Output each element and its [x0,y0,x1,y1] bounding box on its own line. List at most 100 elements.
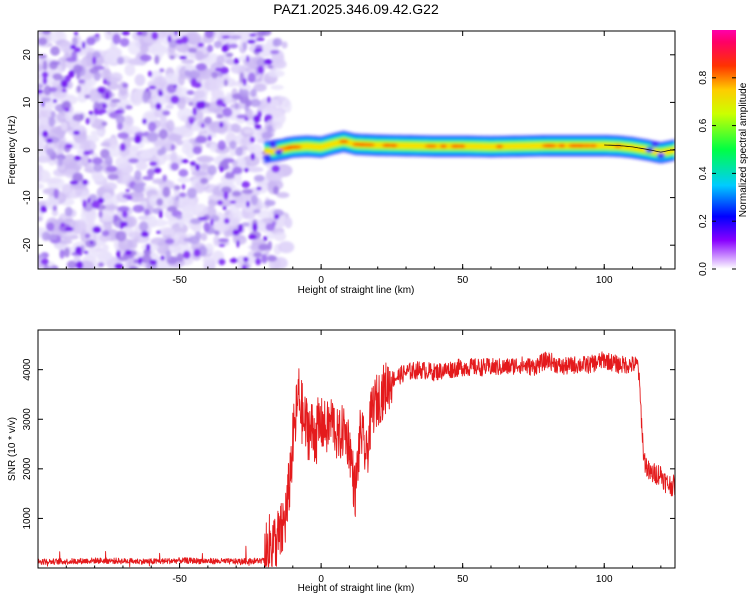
spectrogram-noise-cell [165,249,172,261]
spectrogram-noise-cell [42,31,52,35]
colorbar-gradient [712,30,736,269]
snr-series-line [38,351,675,568]
spectrogram-noise-cell [43,85,52,96]
spectrogram-xtick-label: -50 [172,275,187,286]
snr-xlabel: Height of straight line (km) [298,583,415,594]
spectrogram-noise-cell [253,174,265,182]
spectrogram-noise-cell [225,91,232,105]
spectrogram-noise-cell [180,128,194,138]
spectrogram-noise-cell [224,174,235,180]
spectrogram-noise-cell [125,116,133,126]
spectrogram-noise-cell [156,240,169,255]
spectrogram-noise-cell [273,231,287,242]
spectrogram-noise-cell [186,90,195,96]
spectrogram-noise-cell [214,212,225,225]
spectrogram-noise-peak [253,115,261,123]
spectrogram-noise-cell [38,141,46,153]
spectrogram-noise-cell [181,204,196,219]
spectrogram-edge-blob [263,154,272,161]
spectrogram-noise-cell [156,198,164,206]
spectrogram-noise-peak [41,101,45,108]
spectrogram-noise-cell [178,192,187,198]
spectrogram-noise-peak [46,138,53,144]
spectrogram-noise-cell [235,172,242,187]
spectrogram-noise-cell [198,245,208,257]
spectrogram-noise-cell [207,165,217,176]
spectrogram-noise-peak [156,230,161,234]
spectrogram-noise-cell [81,152,90,168]
spectrogram-noise-peak [89,240,94,245]
spectrogram-noise-cell [216,113,224,119]
spectrogram-panel: -50 0 50 100 -20 -10 0 10 20 Height of straight … [7,30,676,296]
spectrogram-noise-cell [139,182,147,187]
spectrogram-noise-cell [64,206,73,217]
spectrogram-noise-cell [97,262,105,268]
spectrogram-noise-peak [142,118,147,125]
spectrogram-noise-cell [93,72,101,81]
spectrogram-noise-cell [86,212,95,224]
spectrogram-noise-cell [84,94,91,99]
spectrogram-noise-cell [249,219,266,232]
spectrogram-noise-cell [270,84,284,90]
spectrogram-noise-cell [133,88,144,103]
spectrogram-noise-cell [112,33,121,45]
spectrogram-noise-cell [194,181,206,194]
spectrogram-noise-peak [218,243,226,247]
spectrogram-noise-cell [78,79,86,84]
spectrogram-noise-peak [147,70,153,77]
spectrogram-noise-cell [109,72,123,83]
spectrogram-noise-cell [46,222,55,232]
spectrogram-noise-peak [273,213,280,220]
spectrogram-ridge-peak [286,145,302,149]
spectrogram-noise-peak [151,31,159,40]
spectrogram-noise-peak [242,77,247,86]
spectrogram-noise-peak [60,222,65,228]
spectrogram-noise-cell [200,232,208,241]
spectrogram-noise-peak [242,256,249,263]
spectrogram-ridge-layer [264,139,675,156]
spectrogram-noise-cell [253,83,267,92]
spectrogram-noise-cell [99,233,112,242]
spectrogram-noise-cell [117,256,129,262]
spectrogram-noise-cell [209,120,228,134]
spectrogram-noise-cell [38,37,48,46]
spectrogram-noise-cell [25,131,34,140]
spectrogram-noise-peak [174,31,178,36]
spectrogram-noise-cell [200,163,210,170]
spectrogram-noise-cell [115,230,127,242]
spectrogram-noise-cell [175,42,190,53]
spectrogram-axes: -50 0 50 100 -20 -10 0 10 20 [22,31,675,286]
spectrogram-noise-cell [102,192,113,205]
spectrogram-noise-cell [203,222,211,233]
figure-title: PAZ1.2025.346.09.42.G22 [273,1,439,17]
spectrogram-noise-peak [68,70,75,78]
spectrogram-noise-cell [116,122,124,131]
spectrogram-noise-cell [105,155,113,166]
spectrogram-noise-cell [134,73,146,87]
spectrogram-noise-cell [115,114,125,124]
spectrogram-noise-cell [250,194,258,206]
spectrogram-noise-peak [157,90,164,97]
spectrogram-noise-peak [207,135,212,142]
spectrogram-noise-cell [248,143,263,156]
snr-xtick-label: -50 [172,574,187,585]
spectrogram-noise-cell [242,41,248,51]
spectrogram-noise-peak [114,109,124,114]
spectrogram-noise-peak [124,249,132,256]
spectrogram-noise-peak [264,116,268,123]
spectrogram-noise-peak [125,188,130,193]
spectrogram-noise-cell [267,255,277,262]
spectrogram-noise-peak [119,221,124,230]
spectrogram-noise-cell [178,169,189,178]
spectrogram-noise-cell [59,249,65,259]
spectrogram-noise-peak [42,76,48,85]
spectrogram-noise-cell [105,165,118,173]
spectrogram-noise-peak [181,158,189,164]
spectrogram-noise-peak [88,158,92,163]
spectrogram-noise-cell [170,162,180,171]
snr-ylabel: SNR (10 * v/v) [7,417,18,481]
spectrogram-noise-peak [145,243,151,251]
spectrogram-noise-peak [249,33,257,37]
spectrogram-noise-cell [102,244,109,252]
snr-xtick-label: 0 [318,574,324,585]
